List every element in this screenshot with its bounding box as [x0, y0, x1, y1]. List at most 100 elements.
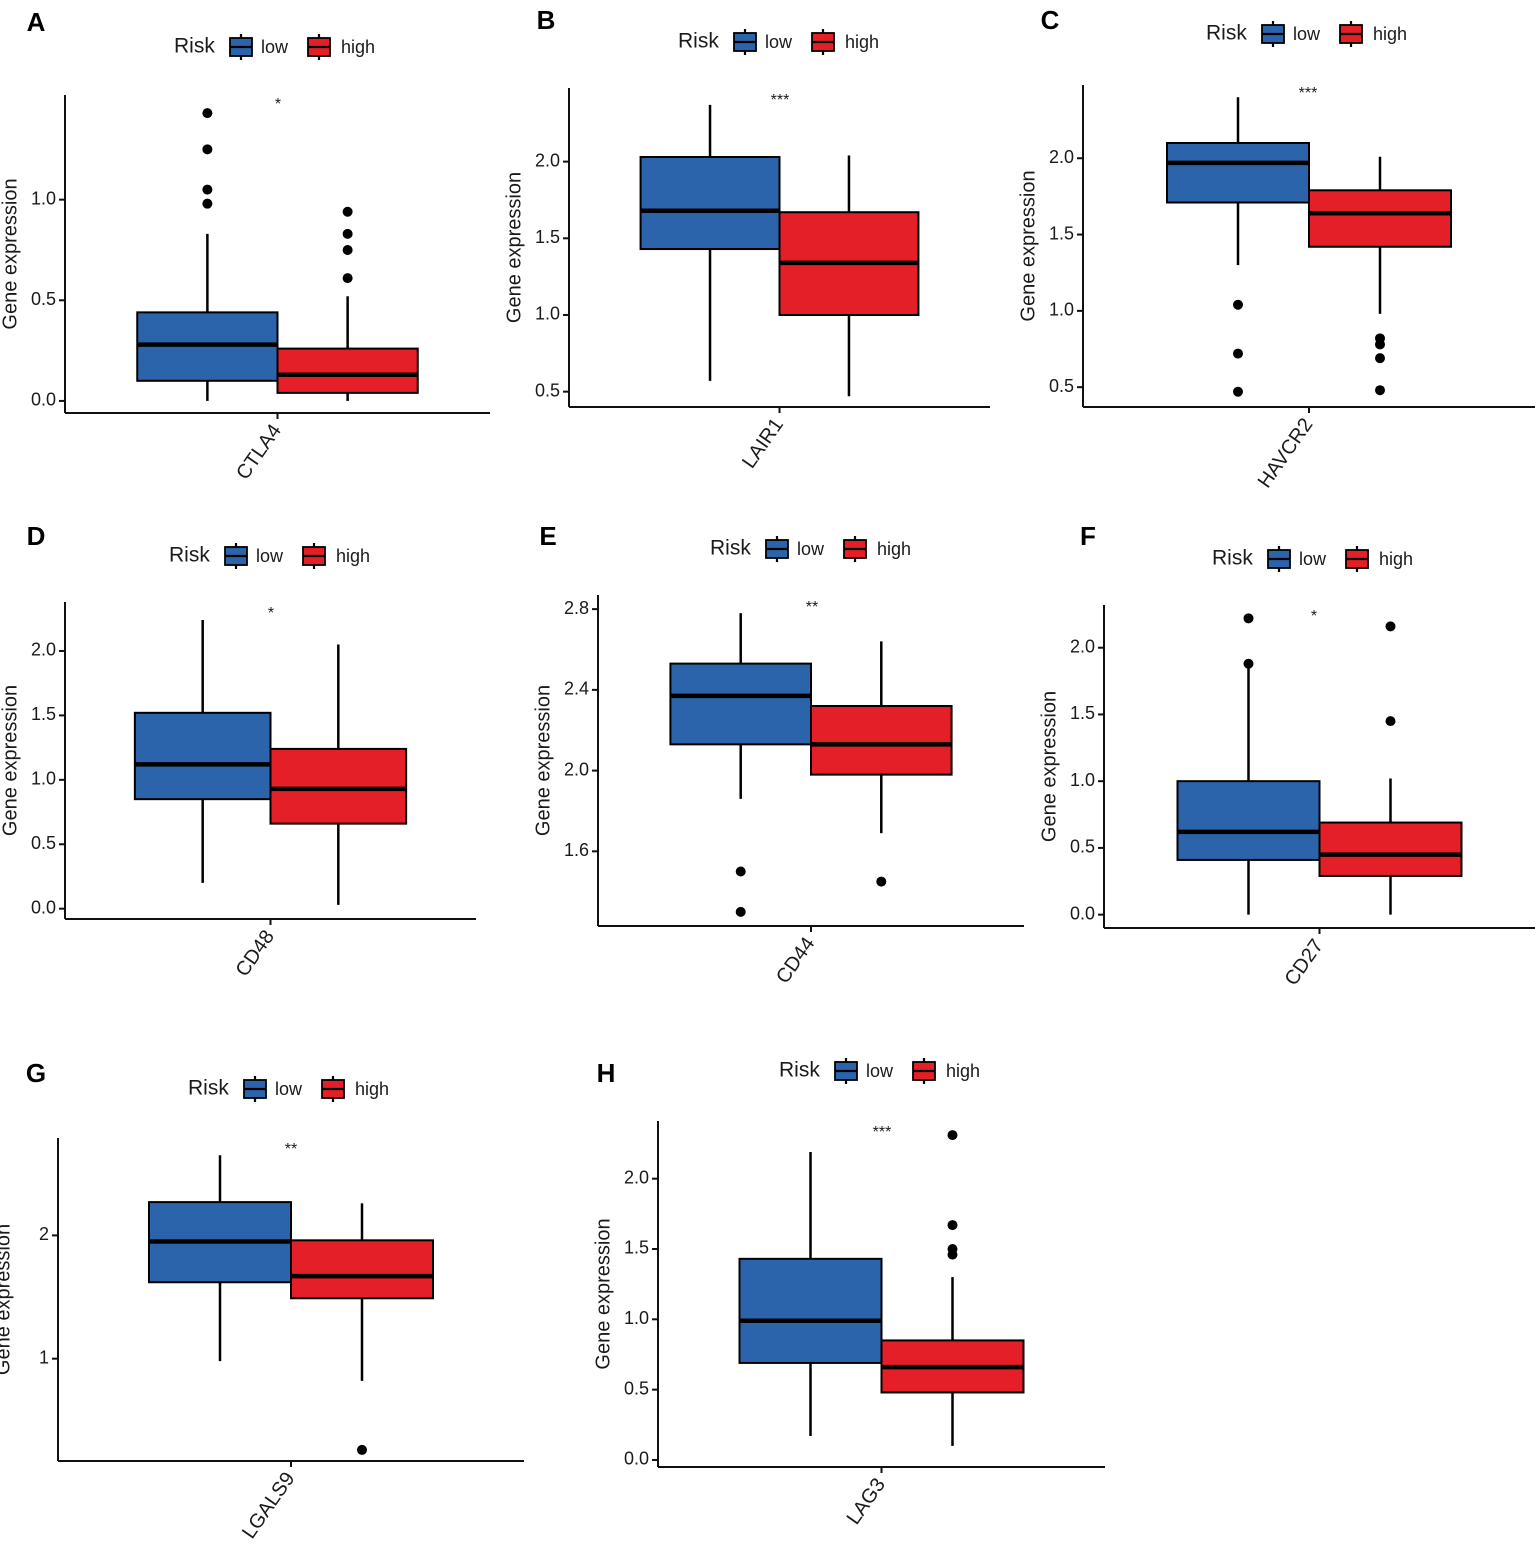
legend-key-low	[765, 536, 789, 562]
legend-label-high: high	[341, 37, 375, 57]
legend-key-high	[321, 1076, 345, 1102]
panel-c: C Risk low high 0.5 1.0 1.5 2.0 Gene expression H…	[1017, 5, 1535, 492]
legend: Risk low high	[169, 543, 370, 569]
y-tick-label: 1.0	[1070, 770, 1095, 790]
outlier-point	[202, 108, 213, 119]
y-tick-label: 1.0	[1049, 300, 1074, 320]
outlier-point	[876, 876, 887, 887]
legend-key-low	[243, 1076, 267, 1102]
legend-key-low	[1261, 21, 1285, 47]
y-tick-label: 1	[39, 1347, 49, 1367]
y-tick-label: 0.0	[31, 897, 56, 917]
box-low	[148, 1155, 292, 1362]
box-body	[133, 711, 272, 801]
outlier-point	[202, 144, 213, 155]
y-tick-label: 2.4	[564, 679, 589, 699]
legend-label-low: low	[866, 1061, 894, 1081]
y-tick-label: 1.5	[31, 704, 56, 724]
y-axis-title: Gene expression	[0, 685, 21, 836]
legend-key-low	[229, 34, 253, 60]
box-body	[276, 347, 419, 394]
legend-label-low: low	[1299, 549, 1327, 569]
box-body	[290, 1239, 434, 1300]
panel-h: H Risk low high 0.0 0.5 1.0 1.5 2.0 Gene expressi…	[592, 1058, 1105, 1529]
significance-label: **	[285, 1141, 297, 1158]
legend-key-high	[1345, 546, 1369, 572]
y-tick-label: 2.0	[31, 640, 56, 660]
outlier-point	[1375, 353, 1385, 364]
y-tick-label: 0.5	[535, 380, 560, 400]
box-body	[669, 662, 812, 746]
legend-title: Risk	[710, 537, 751, 560]
y-axis-title: Gene expression	[1017, 170, 1039, 321]
legend-label-low: low	[256, 546, 284, 566]
panel-letter: C	[1041, 5, 1060, 35]
legend-key-low	[1267, 546, 1291, 572]
y-tick-label: 2.0	[564, 759, 589, 779]
outlier-point	[1385, 716, 1396, 727]
box-body	[269, 747, 408, 825]
legend-label-high: high	[336, 546, 370, 566]
legend-title: Risk	[1212, 547, 1253, 570]
legend-label-high: high	[1379, 549, 1413, 569]
box-high	[880, 1130, 1025, 1446]
legend-key-low	[834, 1058, 858, 1084]
box-body	[1318, 821, 1463, 877]
significance-label: *	[275, 96, 281, 113]
outlier-point	[735, 866, 746, 877]
box-high	[1318, 621, 1463, 915]
box-body	[738, 1257, 883, 1364]
outlier-point	[342, 273, 353, 284]
legend-key-high	[843, 536, 867, 562]
legend: Risk low high	[1206, 21, 1407, 47]
y-tick-label: 2.0	[535, 150, 560, 170]
panel-e: E Risk low high 1.6 2.0 2.4 2.8 Gene expression C…	[532, 521, 1024, 988]
y-axis-title: Gene expression	[532, 685, 554, 836]
outlier-point	[202, 184, 213, 195]
legend-key-high	[811, 29, 835, 55]
legend-label-high: high	[877, 539, 911, 559]
y-tick-label: 1.0	[535, 304, 560, 324]
panel-letter: D	[27, 521, 46, 551]
panel-f: F Risk low high 0.0 0.5 1.0 1.5 2.0 Gene expressi…	[1038, 521, 1535, 990]
category-label: LGALS9	[238, 1468, 299, 1543]
legend-label-high: high	[845, 32, 879, 52]
category-label: HAVCR2	[1254, 414, 1318, 492]
box-high	[290, 1203, 434, 1455]
legend: Risk low high	[678, 29, 879, 55]
y-tick-label: 1.0	[31, 769, 56, 789]
box-body	[1166, 141, 1310, 204]
legend-title: Risk	[678, 30, 719, 53]
y-tick-label: 0.0	[624, 1449, 649, 1469]
y-tick-label: 1.0	[31, 188, 56, 208]
legend-key-high	[307, 34, 331, 60]
outlier-point	[342, 244, 353, 255]
legend-label-low: low	[275, 1079, 303, 1099]
panel-g: G Risk low high 1 2 Gene expression LGALS9 **	[0, 1058, 524, 1543]
panel-letter: G	[26, 1058, 46, 1088]
panel-letter: E	[539, 521, 556, 551]
outlier-point	[1233, 348, 1243, 359]
y-axis-title: Gene expression	[592, 1218, 614, 1369]
box-high	[1308, 156, 1452, 396]
legend-key-high	[912, 1058, 936, 1084]
legend-label-high: high	[1373, 24, 1407, 44]
legend-title: Risk	[188, 1077, 229, 1100]
panel-letter: B	[537, 5, 556, 35]
y-tick-label: 0.5	[624, 1378, 649, 1398]
y-tick-label: 1.0	[624, 1308, 649, 1328]
legend: Risk low high	[188, 1076, 389, 1102]
legend-label-low: low	[765, 32, 793, 52]
y-tick-label: 2.0	[624, 1167, 649, 1187]
significance-label: **	[806, 599, 818, 616]
legend-label-low: low	[261, 37, 289, 57]
box-body	[639, 156, 781, 251]
box-high	[810, 641, 953, 887]
box-body	[1176, 780, 1321, 861]
y-tick-label: 1.5	[1049, 223, 1074, 243]
legend-label-high: high	[946, 1061, 980, 1081]
y-tick-label: 1.5	[535, 227, 560, 247]
y-tick-label: 0.5	[1070, 837, 1095, 857]
panel-d: D Risk low high 0.0 0.5 1.0 1.5 2.0 Gene expressi…	[0, 521, 476, 981]
